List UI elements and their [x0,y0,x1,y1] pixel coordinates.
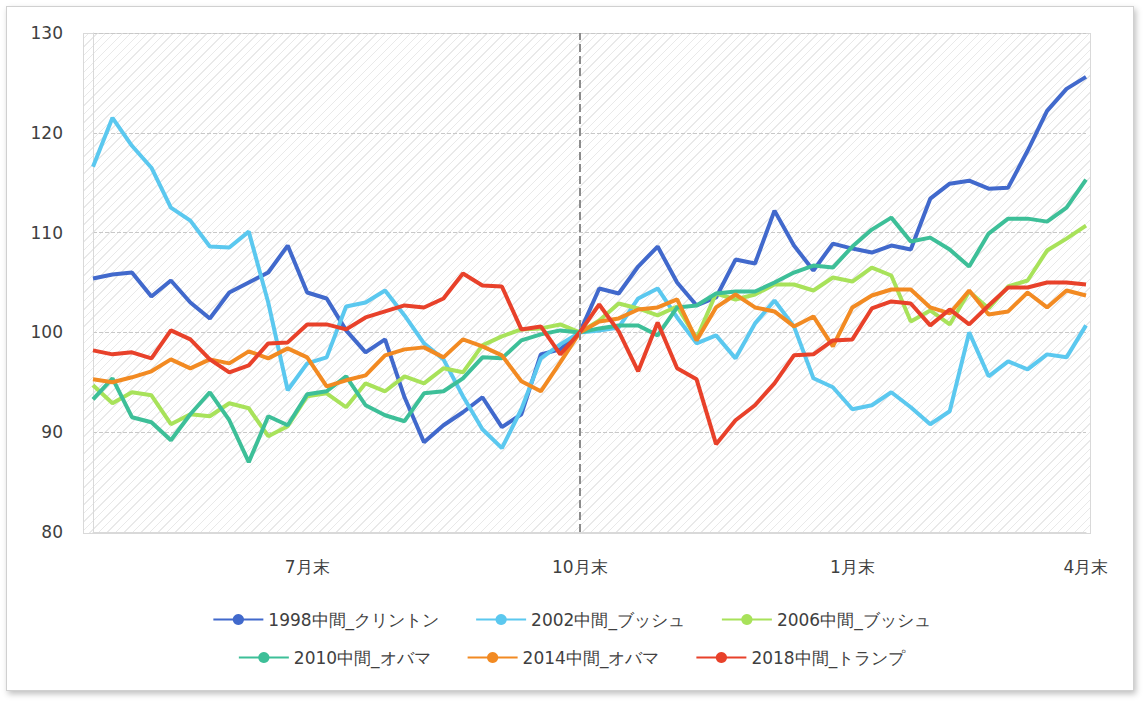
svg-text:90: 90 [41,422,63,442]
svg-text:120: 120 [31,123,63,143]
svg-text:2010中間_オバマ: 2010中間_オバマ [294,648,431,669]
svg-text:2014中間_オバマ: 2014中間_オバマ [523,648,660,669]
svg-text:7月末: 7月末 [285,557,330,577]
svg-text:4月末: 4月末 [1064,557,1109,577]
svg-text:10月末: 10月末 [552,557,608,577]
svg-text:2006中間_ブッシュ: 2006中間_ブッシュ [777,610,931,631]
svg-text:2002中間_ブッシュ: 2002中間_ブッシュ [531,610,685,631]
svg-text:100: 100 [31,322,63,342]
svg-text:2018中間_トランプ: 2018中間_トランプ [751,648,906,669]
svg-text:130: 130 [31,23,63,43]
svg-text:110: 110 [31,223,63,243]
svg-text:1月末: 1月末 [830,557,875,577]
svg-text:80: 80 [41,522,63,542]
svg-text:1998中間_クリントン: 1998中間_クリントン [268,610,439,631]
